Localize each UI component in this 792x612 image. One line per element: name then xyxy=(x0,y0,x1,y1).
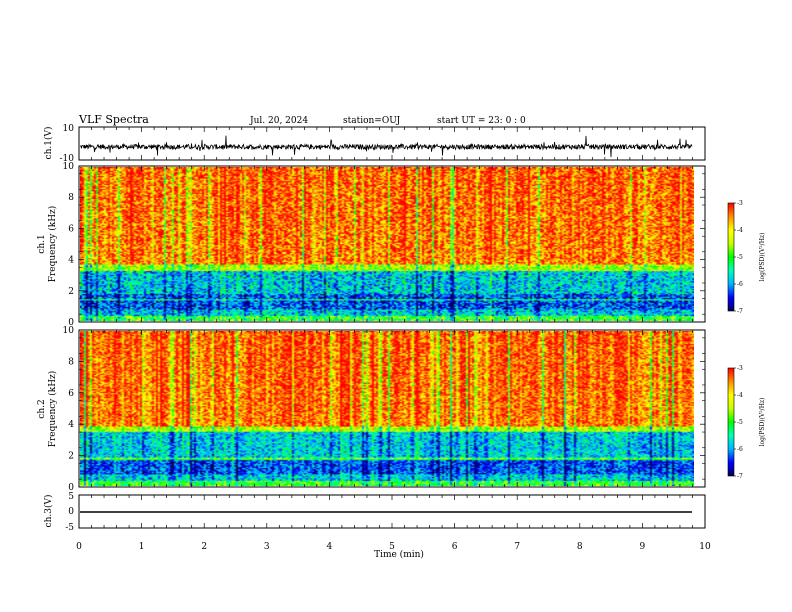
colorbar-tick-label: -4 xyxy=(737,392,743,399)
colorbar-tick-label: -4 xyxy=(737,227,743,234)
ch1-colorbar-ticks: -3 -4 -5 -6 -7 xyxy=(734,200,743,315)
ch1-waveform-ticks xyxy=(78,127,706,160)
time-axis-label: Time (min) xyxy=(374,549,424,560)
time-tick-label: 9 xyxy=(640,542,646,552)
ch1-spectrogram-ticks xyxy=(78,166,706,322)
ch1-frequency-ticks: 0 2 4 6 8 10 xyxy=(63,162,705,328)
frequency-tick-label: 2 xyxy=(68,287,74,297)
colorbar-tick-label: -6 xyxy=(737,281,743,288)
ch2-colorbar: -3 -4 -5 -6 -7 log(PSD)(V²/Hz) xyxy=(727,365,766,480)
time-tick-label: 3 xyxy=(264,542,270,552)
ch2-colorbar-gradient xyxy=(727,367,735,477)
ch1-spectrogram-panel: 0 2 4 6 8 10 ch.1 Frequency (kHz) xyxy=(37,162,706,328)
ch3-ytick-0: 0 xyxy=(68,507,74,517)
colorbar-tick-label: -7 xyxy=(737,308,743,315)
ch3-waveform-ticks xyxy=(78,495,706,528)
ch2-label: ch.2 xyxy=(37,399,47,418)
ch2-frequency-ticks: 0 2 4 6 8 10 xyxy=(63,326,705,493)
frequency-tick-label: 2 xyxy=(68,452,74,462)
time-tick-label: 10 xyxy=(699,542,711,552)
colorbar-tick-label: -5 xyxy=(737,254,743,261)
date-label: Jul. 20, 2024 xyxy=(249,116,308,126)
time-tick-label: 6 xyxy=(452,542,458,552)
ch1-colorbar-label: log(PSD)(V²/Hz) xyxy=(759,233,766,282)
ch1-colorbar-gradient xyxy=(727,202,735,312)
time-tick-label: 1 xyxy=(139,542,145,552)
frequency-tick-label: 10 xyxy=(63,162,75,172)
frequency-tick-label: 10 xyxy=(63,326,75,336)
start-time-label: start UT = 23: 0 : 0 xyxy=(437,116,526,126)
ch1-ytick-top: 10 xyxy=(63,124,75,134)
frequency-tick-label: 4 xyxy=(68,420,74,430)
ch3-waveform-panel: 5 0 -5 ch.3(V) xyxy=(43,492,706,533)
ch1-waveform-ylabel: ch.1(V) xyxy=(43,127,54,160)
colorbar-tick-label: -3 xyxy=(737,365,743,372)
ch1-spectrogram-image xyxy=(80,167,694,321)
colorbar-tick-label: -5 xyxy=(737,419,743,426)
ch3-ytick-5: 5 xyxy=(68,492,74,502)
frequency-tick-label: 8 xyxy=(68,357,74,367)
time-tick-label: 5 xyxy=(389,542,395,552)
frequency-tick-label: 8 xyxy=(68,193,74,203)
ch2-colorbar-ticks: -3 -4 -5 -6 -7 xyxy=(734,365,743,480)
time-tick-label: 7 xyxy=(514,542,520,552)
time-tick-label: 2 xyxy=(201,542,207,552)
ch2-frequency-ylabel: Frequency (kHz) xyxy=(47,371,58,448)
ch2-spectrogram-image xyxy=(80,331,694,486)
ch1-colorbar: -3 -4 -5 -6 -7 log(PSD)(V²/Hz) xyxy=(727,200,766,315)
colorbar-tick-label: -6 xyxy=(737,446,743,453)
time-tick-label: 0 xyxy=(76,542,82,552)
colorbar-tick-label: -7 xyxy=(737,473,743,480)
ch2-colorbar-label: log(PSD)(V²/Hz) xyxy=(759,398,766,447)
ch1-ytick-bottom: -10 xyxy=(60,154,75,164)
frequency-tick-label: 6 xyxy=(68,224,74,234)
time-tick-label: 8 xyxy=(577,542,583,552)
ch2-spectrogram-ticks xyxy=(78,330,706,487)
ch1-frequency-ylabel: Frequency (kHz) xyxy=(47,206,58,283)
station-label: station=OUJ xyxy=(343,116,401,126)
frequency-tick-label: 4 xyxy=(68,256,74,266)
ch1-label: ch.1 xyxy=(37,234,47,253)
time-tick-label: 4 xyxy=(327,542,333,552)
colorbar-tick-label: -3 xyxy=(737,200,743,207)
ch1-waveform-trace xyxy=(79,135,693,158)
ch3-waveform-ylabel: ch.3(V) xyxy=(43,495,54,528)
frequency-tick-label: 0 xyxy=(68,483,74,493)
frequency-tick-label: 0 xyxy=(68,318,74,328)
frequency-tick-label: 6 xyxy=(68,389,74,399)
ch3-ytick-neg5: -5 xyxy=(65,523,74,533)
ch1-waveform-panel: 10 -10 ch.1(V) xyxy=(43,124,706,164)
figure-title: VLF Spectra xyxy=(78,113,149,126)
ch2-spectrogram-panel: 0 2 4 6 8 10 ch.2 Frequency (kHz) xyxy=(37,326,706,493)
time-axis-tick-labels: 0 1 2 3 4 5 6 7 8 9 10 xyxy=(76,542,711,552)
